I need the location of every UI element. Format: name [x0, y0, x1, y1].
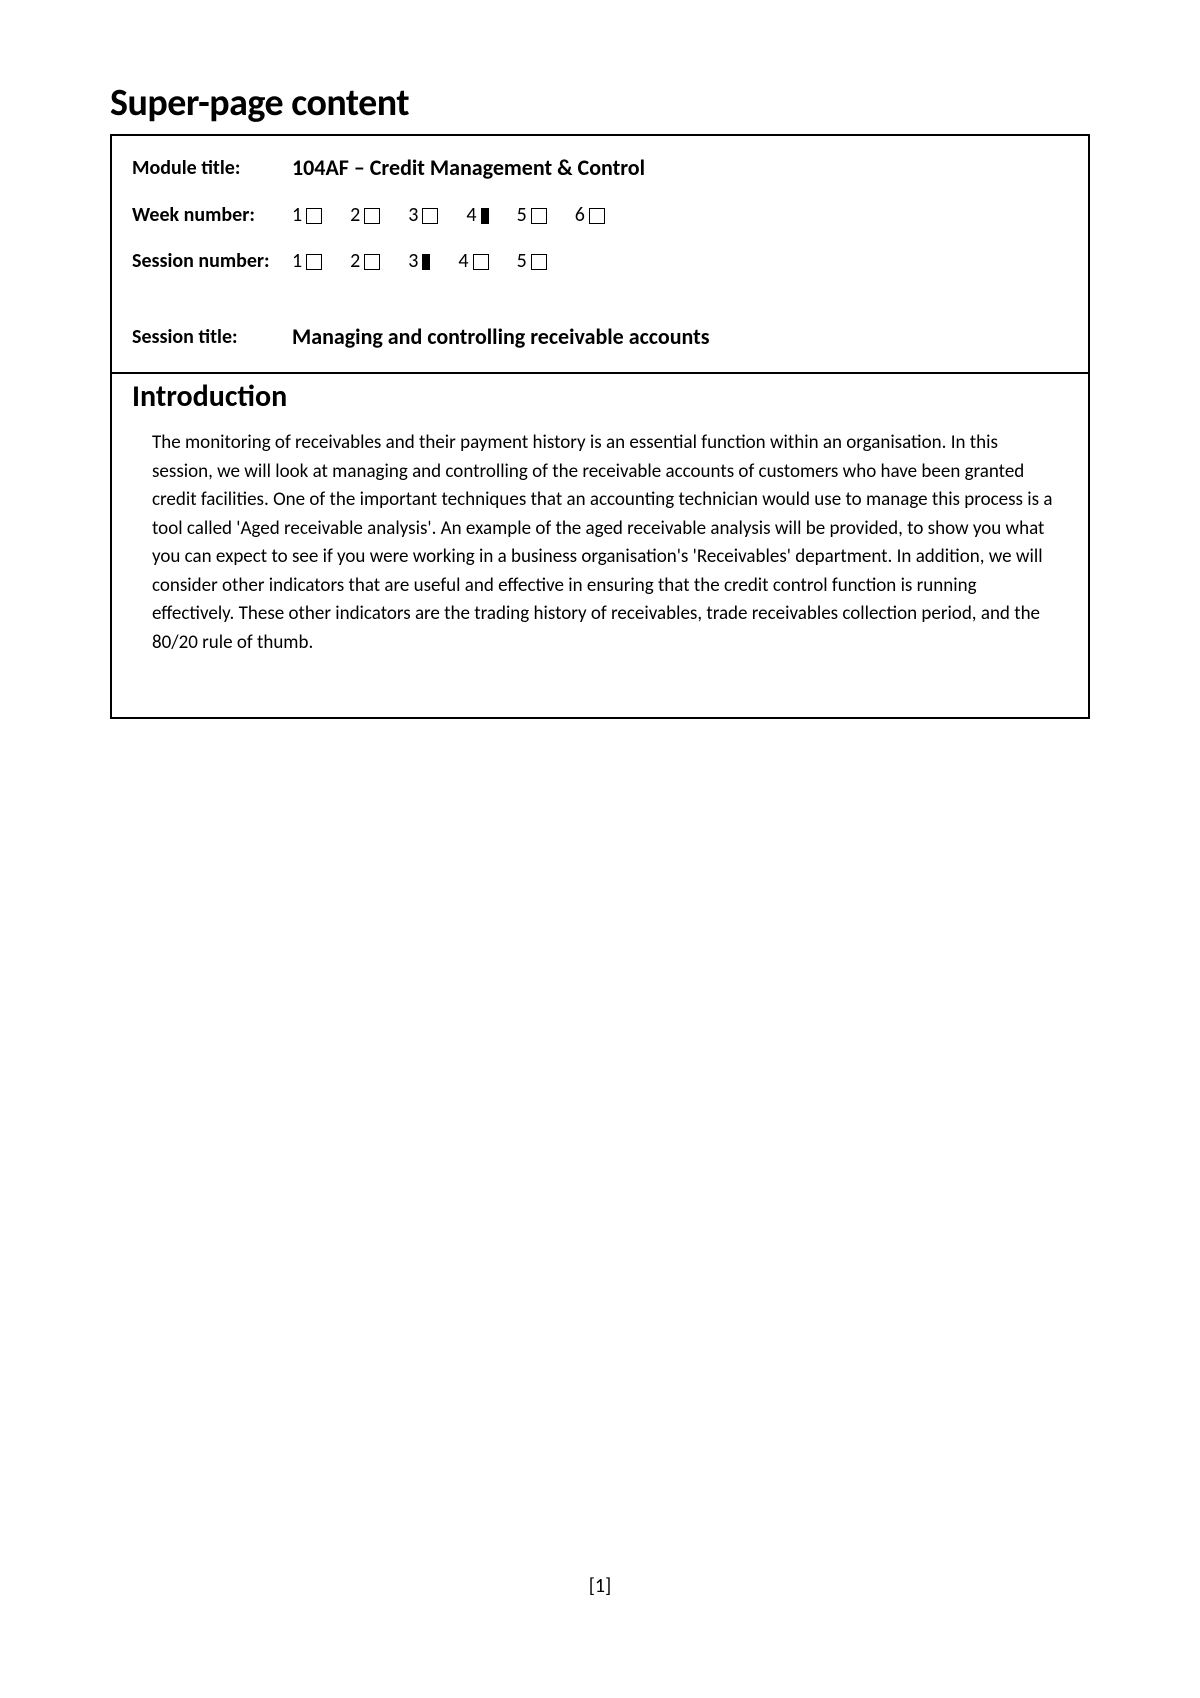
week-option-2[interactable]: 2: [350, 203, 380, 227]
session-option-2[interactable]: 2: [350, 249, 380, 273]
introduction-heading: Introduction: [112, 372, 1088, 415]
spacer: [132, 295, 1068, 323]
session-option-label: 3: [408, 249, 418, 273]
week-option-6[interactable]: 6: [575, 203, 605, 227]
checkbox-empty-icon[interactable]: [306, 254, 322, 270]
module-value: 104AF – Credit Management & Control: [292, 154, 645, 181]
session-option-label: 2: [350, 249, 360, 273]
module-label: Module title:: [132, 156, 292, 180]
week-option-label: 4: [466, 203, 476, 227]
session-option-label: 5: [517, 249, 527, 273]
week-option-5[interactable]: 5: [517, 203, 547, 227]
session-option-3[interactable]: 3: [408, 249, 430, 273]
checkbox-empty-icon[interactable]: [364, 208, 380, 224]
document-page: Super-page content Module title: 104AF –…: [0, 0, 1200, 1698]
week-option-1[interactable]: 1: [292, 203, 322, 227]
session-title-row: Session title: Managing and controlling …: [132, 323, 1068, 350]
checkbox-empty-icon[interactable]: [531, 254, 547, 270]
week-option-label: 3: [408, 203, 418, 227]
session-option-1[interactable]: 1: [292, 249, 322, 273]
week-option-label: 5: [517, 203, 527, 227]
page-number: [1]: [0, 1574, 1200, 1598]
introduction-text: The monitoring of receivables and their …: [132, 429, 1068, 657]
checkbox-checked-icon[interactable]: [481, 208, 489, 224]
session-options: 1 2 3 4 5: [292, 249, 547, 273]
session-option-4[interactable]: 4: [458, 249, 488, 273]
week-row: Week number: 1 2 3 4 5 6: [132, 203, 1068, 227]
session-title-label: Session title:: [132, 325, 292, 349]
session-label: Session number:: [132, 249, 292, 273]
week-label: Week number:: [132, 203, 292, 227]
module-row: Module title: 104AF – Credit Management …: [132, 154, 1068, 181]
session-row: Session number: 1 2 3 4 5: [132, 249, 1068, 273]
week-option-label: 2: [350, 203, 360, 227]
checkbox-empty-icon[interactable]: [422, 208, 438, 224]
checkbox-empty-icon[interactable]: [473, 254, 489, 270]
checkbox-checked-icon[interactable]: [422, 254, 430, 270]
session-title-value: Managing and controlling receivable acco…: [292, 323, 710, 350]
checkbox-empty-icon[interactable]: [364, 254, 380, 270]
week-option-label: 1: [292, 203, 302, 227]
page-title: Super-page content: [110, 80, 1090, 126]
session-option-5[interactable]: 5: [517, 249, 547, 273]
week-option-4[interactable]: 4: [466, 203, 488, 227]
session-option-label: 1: [292, 249, 302, 273]
checkbox-empty-icon[interactable]: [589, 208, 605, 224]
checkbox-empty-icon[interactable]: [306, 208, 322, 224]
content-box: Module title: 104AF – Credit Management …: [110, 134, 1090, 719]
week-options: 1 2 3 4 5 6: [292, 203, 605, 227]
week-option-3[interactable]: 3: [408, 203, 438, 227]
week-option-label: 6: [575, 203, 585, 227]
checkbox-empty-icon[interactable]: [531, 208, 547, 224]
session-option-label: 4: [458, 249, 468, 273]
